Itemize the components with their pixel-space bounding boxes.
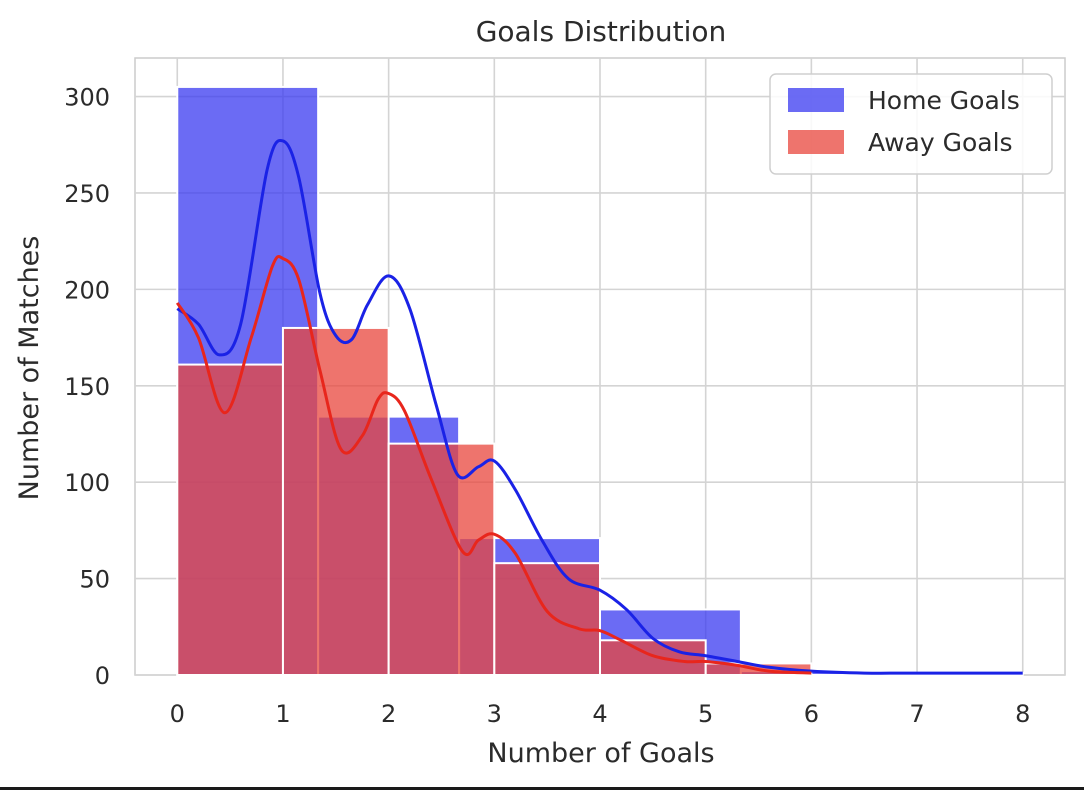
bottom-divider xyxy=(0,787,1084,790)
away-goals-bar xyxy=(599,639,707,677)
y-tick-label: 300 xyxy=(64,84,110,112)
x-tick-label: 5 xyxy=(698,700,713,728)
away-goals-kde-line xyxy=(175,255,812,675)
y-tick-label: 200 xyxy=(64,276,110,304)
home-goals-legend-label: Home Goals xyxy=(868,86,1020,115)
y-tick-label: 100 xyxy=(64,469,110,497)
x-tick-label: 6 xyxy=(804,700,819,728)
away-goals-bar xyxy=(493,562,601,677)
y-tick-label: 150 xyxy=(64,373,110,401)
x-tick-labels: 0 1 2 3 4 5 6 7 8 xyxy=(170,700,1031,728)
kde-curves xyxy=(175,139,1023,675)
legend: Home Goals Away Goals xyxy=(769,73,1053,175)
away-goals-legend-swatch xyxy=(788,130,844,154)
y-tick-label: 0 xyxy=(95,662,110,690)
home-goals-kde-line xyxy=(176,139,1023,675)
home-goals-legend-swatch xyxy=(788,88,844,112)
away-goals-bar xyxy=(387,442,496,676)
x-tick-label: 4 xyxy=(592,700,607,728)
x-tick-label: 3 xyxy=(487,700,502,728)
away-goals-bar xyxy=(176,363,284,676)
x-tick-label: 0 xyxy=(170,700,185,728)
away-goals-bar xyxy=(281,326,390,676)
x-tick-label: 2 xyxy=(381,700,396,728)
y-tick-label: 250 xyxy=(64,180,110,208)
x-tick-label: 1 xyxy=(275,700,290,728)
x-tick-label: 8 xyxy=(1015,700,1030,728)
y-tick-labels: 0 50 100 150 200 250 300 xyxy=(64,84,110,690)
y-tick-label: 50 xyxy=(79,566,110,594)
chart-title: Goals Distribution xyxy=(476,15,727,48)
x-axis-label: Number of Goals xyxy=(487,738,714,769)
away-goals-legend-label: Away Goals xyxy=(868,128,1013,157)
y-axis-label: Number of Matches xyxy=(14,236,45,501)
x-tick-label: 7 xyxy=(909,700,924,728)
